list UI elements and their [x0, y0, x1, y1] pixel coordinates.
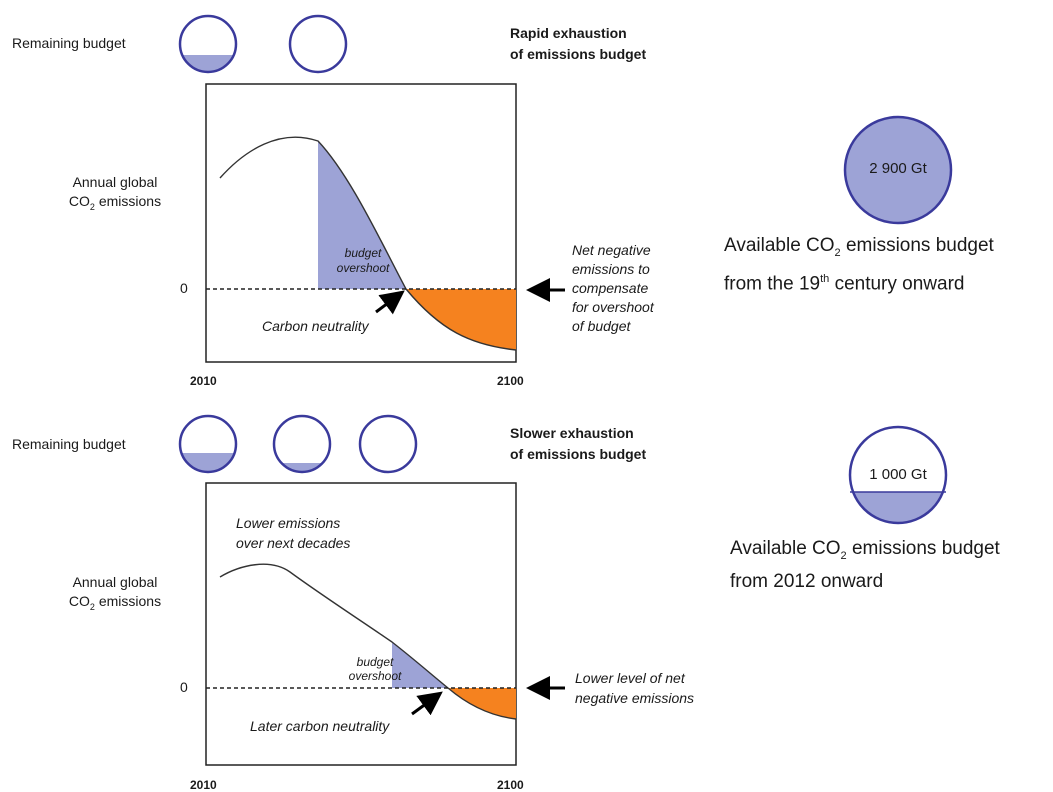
bottom-emissions-curve [219, 563, 517, 720]
top-emissions-curve [219, 136, 517, 351]
budget-2012-caption-sub: 2 [840, 549, 847, 562]
budget-19th-caption-sub: 2 [834, 246, 841, 259]
budget-2012-caption-post: emissions budget [846, 538, 1000, 559]
bottom-gauge-2-fill [274, 463, 330, 472]
bottom-neutrality-arrow [411, 691, 443, 716]
budget-2012-caption-line2: from 2012 onward [730, 570, 884, 592]
bottom-title-line2: of emissions budget [510, 446, 647, 462]
top-overshoot-line1: budget [344, 246, 382, 260]
top-overshoot-label: budget overshoot [333, 246, 393, 276]
budget-2012-caption: Available CO2 emissions budget from 2012… [730, 536, 1000, 595]
bottom-side-note: Lower level of net negative emissions [575, 668, 694, 708]
budget-19th-caption: Available CO2 emissions budget from the … [724, 233, 994, 297]
top-remaining-budget-label: Remaining budget [12, 35, 126, 51]
top-ylabel: Annual global CO2 emissions [60, 173, 170, 217]
top-neutrality-label: Carbon neutrality [262, 318, 369, 334]
top-gauge-2 [288, 14, 348, 74]
bottom-lower-emissions-line2: over next decades [236, 535, 351, 551]
top-side-note-line: Net negative [572, 242, 651, 258]
bottom-lower-emissions-line1: Lower emissions [236, 515, 341, 531]
budget-19th-caption-pre: Available CO [724, 235, 835, 256]
top-ylabel-line2: CO2 emissions [60, 192, 170, 217]
bottom-neutrality-label: Later carbon neutrality [250, 718, 390, 734]
bottom-overshoot-label: budget overshoot [345, 655, 405, 683]
top-zero-label: 0 [180, 280, 188, 296]
budget-19th-caption-line2: from the 19th century onward [724, 266, 994, 297]
budget-19th-caption2-post: century onward [829, 273, 965, 295]
top-x-start: 2010 [190, 374, 217, 388]
bottom-ylabel-line1: Annual global [72, 574, 158, 590]
top-overshoot-area [318, 141, 406, 289]
bottom-gauge-2 [272, 414, 332, 474]
bottom-lower-emissions-note: Lower emissions over next decades [236, 513, 350, 553]
bottom-title-line1: Slower exhaustion [510, 425, 634, 441]
top-side-note-line: compensate [572, 280, 649, 296]
bottom-x-start: 2010 [190, 778, 217, 792]
bottom-x-end: 2100 [497, 778, 524, 792]
bottom-ylabel: Annual global CO2 emissions [60, 573, 170, 617]
bottom-overshoot-line2: overshoot [348, 669, 402, 683]
top-ylabel-co: CO [68, 193, 90, 209]
bottom-side-note-line: Lower level of net [575, 670, 685, 686]
budget-19th-caption-post: emissions budget [840, 235, 994, 256]
top-overshoot-line2: overshoot [336, 261, 390, 275]
budget-19th-label: 2 900 Gt [869, 160, 927, 177]
budget-19th-circle [843, 115, 953, 225]
top-side-note-line: emissions to [572, 261, 650, 277]
top-side-note-line: for overshoot [572, 299, 654, 315]
bottom-gauge-3 [358, 414, 418, 474]
bottom-overshoot-line1: budget [356, 655, 394, 669]
top-x-end: 2100 [497, 374, 524, 388]
top-chart-frame [205, 83, 517, 363]
bottom-ylabel-end: emissions [94, 593, 162, 609]
bottom-gauge-1 [178, 414, 238, 474]
bottom-ylabel-sub: 2 [89, 601, 95, 612]
top-title-line1: Rapid exhaustion [510, 25, 627, 41]
bottom-zero-label: 0 [180, 679, 188, 695]
bottom-negative-area [448, 688, 516, 719]
budget-2012-caption-line1: Available CO2 emissions budget [730, 536, 1000, 569]
top-neutrality-arrow [375, 290, 405, 315]
budget-19th-caption2-sup: th [820, 272, 830, 285]
top-gauge-1 [178, 14, 238, 74]
bottom-chart-frame [205, 482, 517, 766]
top-negative-area [406, 289, 516, 350]
budget-2012-label: 1 000 Gt [869, 466, 927, 483]
bottom-remaining-budget-label: Remaining budget [12, 436, 126, 452]
top-ylabel-sub: 2 [89, 201, 95, 212]
top-title-line2: of emissions budget [510, 46, 647, 62]
top-ylabel-line1: Annual global [72, 174, 158, 190]
top-ylabel-end: emissions [94, 193, 162, 209]
top-side-note: Net negative emissions to compensate for… [572, 241, 654, 336]
budget-19th-caption2-pre: from the 19 [724, 273, 821, 295]
budget-2012-fill [850, 492, 946, 523]
bottom-ylabel-line2: CO2 emissions [60, 592, 170, 617]
top-side-note-line: of budget [572, 318, 631, 334]
budget-2012-caption-pre: Available CO [730, 538, 841, 559]
bottom-side-note-line: negative emissions [575, 690, 695, 706]
budget-19th-caption-line1: Available CO2 emissions budget [724, 233, 994, 266]
bottom-ylabel-co: CO [68, 593, 90, 609]
